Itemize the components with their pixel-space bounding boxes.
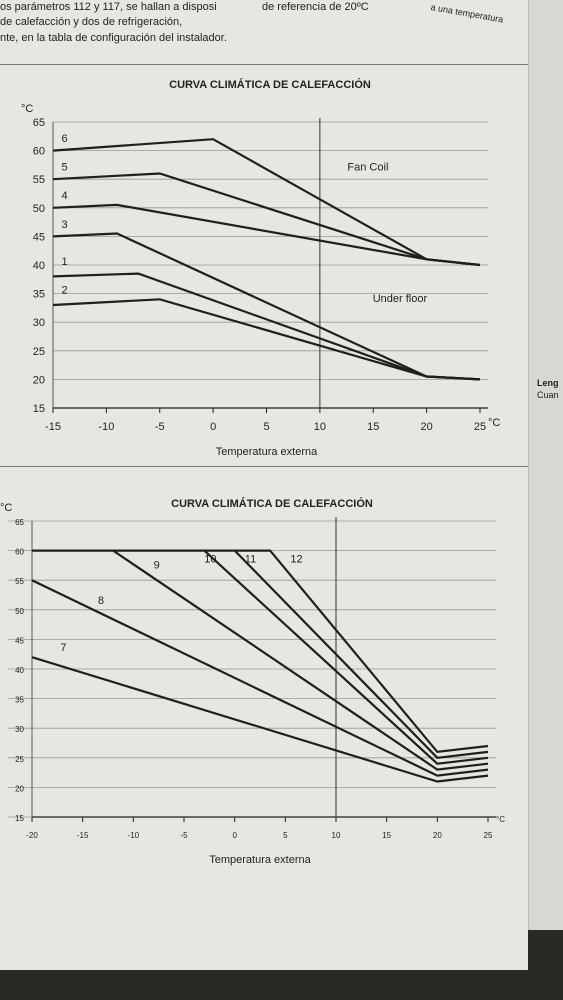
y-tick-label: 55 [15,577,24,586]
x-tick-label: -15 [45,421,61,433]
chart-2: CURVA CLIMÁTICA DE CALEFACCIÓN °C 15 20 25 30… [0,497,505,866]
curve-label-10: 10 [204,553,216,565]
curve-label-8: 8 [98,595,104,607]
y-tick-label: 30 [15,725,24,734]
curve-2 [52,298,481,381]
y-tick-label: 45 [33,231,45,243]
x-tick-label: 5 [263,421,269,433]
curve-1 [52,272,481,381]
chart-title: CURVA CLIMÁTICA DE CALEFACCIÓN [171,497,373,510]
side-text-2: Cuan [537,390,559,400]
x-tick-label: 20 [433,831,442,840]
y-tick-label: 60 [15,548,24,557]
y-tick-label: 15 [15,814,24,823]
x-tick-label: 10 [332,831,341,840]
y-tick-label: 65 [15,518,24,527]
y-tick-label: 40 [33,260,45,272]
chart-1: CURVA CLIMÁTICA DE CALEFACCIÓN°C15202530… [21,78,500,458]
y-tick-label: 35 [15,696,24,705]
divider-middle [0,466,528,467]
curve-7 [31,656,489,783]
x-axis-title: Temperatura externa [209,854,311,866]
y-tick-label: 45 [15,636,24,645]
x-tick-label: -5 [155,421,165,433]
header-text-left-1: os parámetros 112 y 117, se hallan a dis… [0,1,217,13]
curve-label-2: 2 [62,285,68,297]
x-tick-label: 25 [474,421,486,433]
side-text-1: Leng [537,378,559,388]
y-tick-label: 35 [33,289,45,301]
annotation-0: Fan Coil [347,162,388,174]
curve-12 [234,549,489,754]
x-tick-label: -10 [98,421,114,433]
curve-label-3: 3 [62,219,68,231]
x-axis-unit: °C [496,815,505,824]
curve-10 [113,549,489,765]
header-text-left-2: de calefacción y dos de refrigeración, [0,16,183,28]
x-axis-title: Temperatura externa [216,446,318,458]
y-tick-label: 15 [33,403,45,415]
x-axis-unit: °C [488,417,500,429]
y-axis-unit: °C [21,103,33,115]
y-tick-label: 30 [33,317,45,329]
x-tick-label: 20 [421,421,433,433]
y-tick-label: 55 [33,174,45,186]
chart-title: CURVA CLIMÁTICA DE CALEFACCIÓN [169,78,371,91]
curve-label-4: 4 [62,190,68,202]
y-tick-label: 25 [33,346,45,358]
curve-label-9: 9 [154,559,160,571]
next-page-edge [528,0,563,930]
y-tick-label: 40 [15,666,24,675]
y-tick-label: 50 [15,607,24,616]
x-tick-label: 5 [283,831,288,840]
curve-label-1: 1 [62,256,68,268]
x-tick-label: 10 [314,421,326,433]
curve-5 [52,172,481,267]
x-tick-label: 15 [367,421,379,433]
curve-8 [31,579,489,777]
y-tick-label: 65 [33,117,45,129]
y-tick-label: 20 [33,374,45,386]
annotation-1: Under floor [373,293,428,305]
curve-label-7: 7 [60,642,66,654]
y-axis-unit: °C [0,502,12,514]
divider-top [0,64,528,65]
header-text-middle: de referencia de 20ºC [262,1,369,13]
curve-label-11: 11 [245,553,256,565]
curve-label-5: 5 [62,162,68,174]
curve-4 [52,203,481,267]
x-tick-label: 0 [232,831,237,840]
x-tick-label: 15 [382,831,391,840]
x-tick-label: -20 [26,831,38,840]
curve-9 [32,549,489,771]
curve-label-6: 6 [62,133,68,145]
y-tick-label: 60 [33,146,45,158]
x-tick-label: -5 [180,831,188,840]
x-tick-label: 25 [484,831,493,840]
header-text-left-3: nte, en la tabla de configuración del in… [0,32,227,44]
x-tick-label: 0 [210,421,216,433]
curve-11 [204,549,489,759]
y-tick-label: 20 [15,784,24,793]
curve-6 [52,138,481,267]
x-tick-label: -10 [128,831,140,840]
y-tick-label: 50 [33,203,45,215]
y-tick-label: 25 [15,755,24,764]
curve-label-12: 12 [290,553,302,565]
manual-page [0,0,528,970]
x-tick-label: -15 [77,831,89,840]
